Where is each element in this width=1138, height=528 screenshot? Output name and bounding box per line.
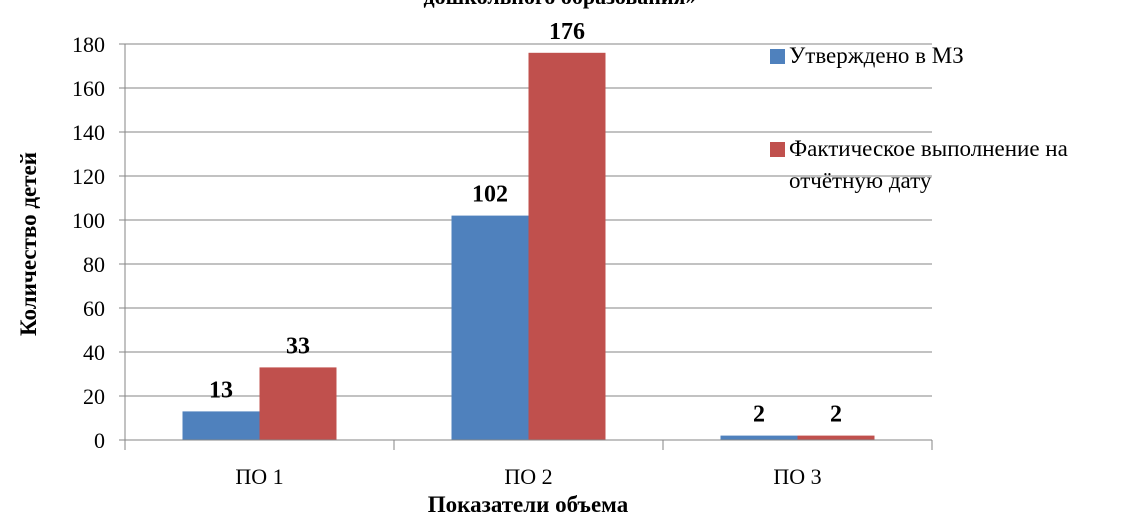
y-tick-label: 0 bbox=[94, 428, 105, 453]
value-label: 33 bbox=[286, 333, 310, 359]
x-tick-label: ПО 1 bbox=[235, 464, 283, 489]
legend-label: Фактическое выполнение на отчётную дату bbox=[789, 136, 1068, 193]
legend-item: Фактическое выполнение на отчётную дату bbox=[770, 133, 1138, 197]
legend-label: Утверждено в МЗ bbox=[789, 43, 964, 68]
bar bbox=[528, 52, 606, 441]
y-tick-label: 80 bbox=[83, 252, 105, 277]
y-axis-title: Количество детей bbox=[16, 152, 41, 336]
bar bbox=[451, 215, 529, 440]
value-label: 2 bbox=[753, 402, 765, 428]
value-label: 2 bbox=[830, 402, 842, 428]
value-label: 13 bbox=[209, 377, 233, 403]
y-tick-label: 20 bbox=[83, 384, 105, 409]
x-tick-label: ПО 3 bbox=[773, 464, 821, 489]
legend-swatch bbox=[770, 49, 785, 64]
legend-item: Утверждено в МЗ bbox=[770, 40, 1138, 72]
bar bbox=[797, 435, 875, 440]
bar bbox=[259, 367, 337, 440]
y-tick-label: 140 bbox=[72, 120, 105, 145]
value-label: 102 bbox=[472, 182, 508, 208]
y-tick-label: 180 bbox=[72, 32, 105, 57]
x-axis-title: Показатели объема bbox=[428, 492, 629, 517]
x-tick-label: ПО 2 bbox=[504, 464, 552, 489]
y-tick-label: 40 bbox=[83, 340, 105, 365]
legend-swatch bbox=[770, 142, 785, 157]
bar bbox=[182, 411, 260, 440]
y-tick-label: 160 bbox=[72, 76, 105, 101]
value-label: 176 bbox=[549, 19, 585, 45]
bar bbox=[720, 435, 798, 440]
y-tick-label: 120 bbox=[72, 164, 105, 189]
y-tick-label: 100 bbox=[72, 208, 105, 233]
chart-title: дошкольного образования» bbox=[424, 0, 697, 9]
y-tick-label: 60 bbox=[83, 296, 105, 321]
